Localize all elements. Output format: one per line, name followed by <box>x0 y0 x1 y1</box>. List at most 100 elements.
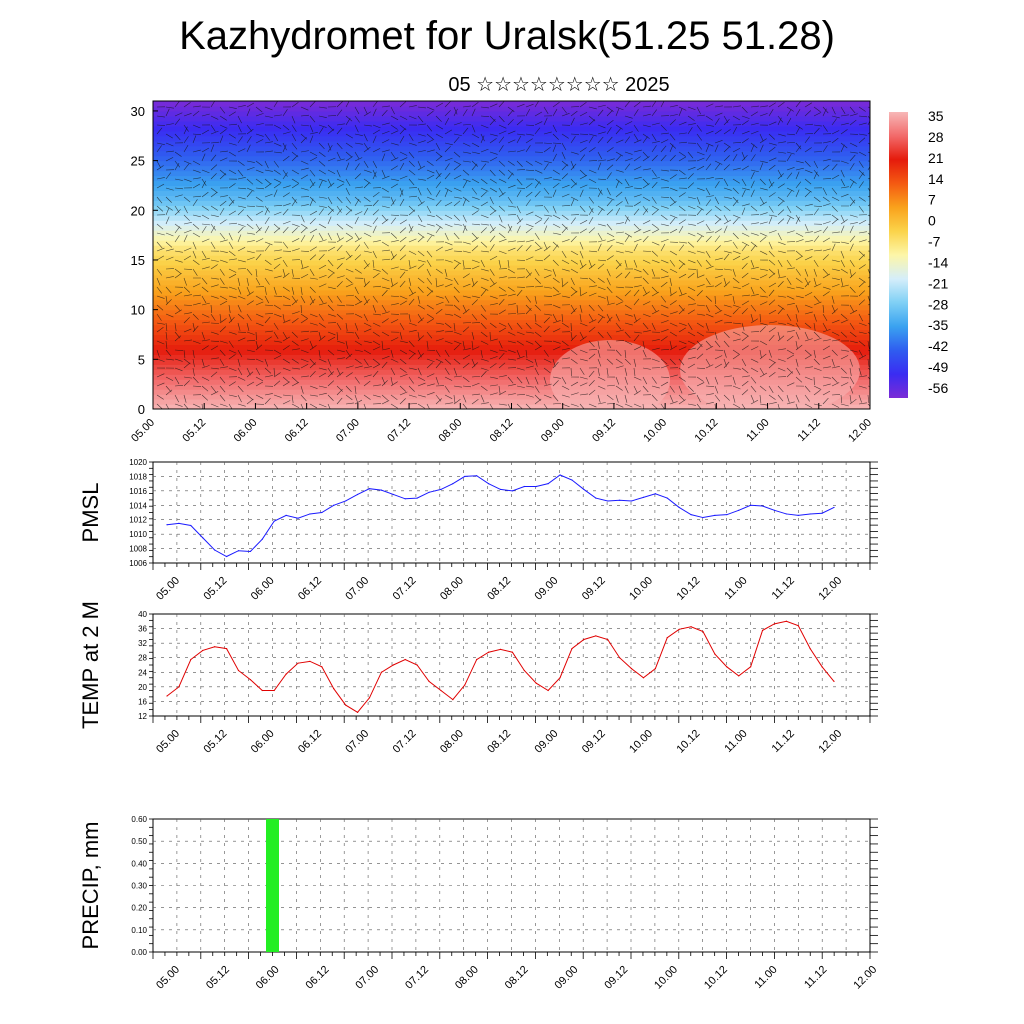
wind-vector <box>858 264 866 270</box>
wind-vector <box>462 160 471 163</box>
wind-vector <box>318 302 327 306</box>
wind-vector <box>372 199 379 207</box>
wind-vector <box>696 290 703 297</box>
wind-vector <box>318 205 327 208</box>
field-row <box>153 299 870 306</box>
y-tick-label: 16 <box>138 697 147 706</box>
wind-vector <box>354 106 360 115</box>
wind-vector <box>525 331 534 334</box>
wind-vector <box>705 402 714 405</box>
wind-vector <box>642 208 648 216</box>
wind-vector <box>273 151 282 154</box>
wind-vector <box>282 367 291 372</box>
wind-vector <box>525 358 534 363</box>
wind-vector <box>669 228 678 234</box>
wind-vector <box>687 106 696 111</box>
wind-vector <box>597 295 606 299</box>
wind-vector <box>417 106 426 109</box>
wind-vector <box>183 229 192 234</box>
wind-vector <box>471 362 479 369</box>
wind-vector <box>840 214 845 223</box>
wind-vector <box>309 218 316 225</box>
wind-vector <box>705 209 712 216</box>
field-row <box>153 250 870 256</box>
wind-vector <box>354 186 363 189</box>
wind-vector <box>696 208 703 216</box>
wind-vector <box>633 139 642 144</box>
wind-vector <box>579 259 584 268</box>
wind-vector <box>570 334 577 342</box>
wind-vector <box>795 124 803 130</box>
temp-point <box>416 664 418 666</box>
wind-vector <box>435 223 443 229</box>
temp-point <box>428 680 430 682</box>
wind-vector <box>219 150 228 153</box>
wind-vector <box>660 336 668 342</box>
field-row <box>153 210 870 216</box>
wind-vector <box>804 366 813 369</box>
wind-vector <box>813 268 817 277</box>
wind-vector <box>867 277 870 279</box>
wind-vector <box>705 154 711 162</box>
wind-vector <box>336 183 344 189</box>
pmsl-point <box>178 522 180 524</box>
wind-vector <box>291 299 299 306</box>
wind-vector <box>822 187 827 196</box>
wind-vector <box>327 232 332 241</box>
wind-vector <box>660 238 669 243</box>
wind-vector <box>300 358 309 363</box>
wind-vector <box>435 190 441 198</box>
wind-vector <box>183 358 191 365</box>
wind-vector <box>336 142 343 150</box>
wind-vector <box>588 326 596 333</box>
wind-vector <box>705 195 714 198</box>
wind-vector <box>840 367 847 374</box>
wind-vector <box>696 232 705 238</box>
wind-vector <box>624 358 631 365</box>
pmsl-point <box>321 511 323 514</box>
wind-vector <box>759 105 768 108</box>
wind-vector <box>435 308 443 315</box>
wind-vector <box>588 380 595 387</box>
wind-vector <box>336 151 341 160</box>
wind-vector <box>543 403 548 409</box>
wind-vector <box>273 304 281 310</box>
wind-vector <box>462 151 471 154</box>
wind-vector <box>408 291 417 297</box>
wind-vector <box>336 295 342 303</box>
wind-vector <box>471 187 478 195</box>
wind-vector <box>210 403 219 408</box>
wind-vector <box>156 373 165 378</box>
wind-vector <box>327 196 333 205</box>
wind-vector <box>273 205 282 207</box>
x-tick-label: 11.00 <box>744 417 771 444</box>
wind-vector <box>282 109 288 117</box>
wind-vector <box>444 402 453 405</box>
wind-vector <box>534 345 543 351</box>
wind-vector <box>822 304 825 313</box>
wind-vector <box>453 196 462 199</box>
wind-vector <box>246 398 254 405</box>
wind-vector <box>543 177 552 180</box>
y-tick-label: 0.30 <box>131 882 147 891</box>
wind-vector <box>813 127 820 135</box>
wind-vector <box>723 253 730 261</box>
wind-vector <box>156 115 165 118</box>
wind-vector <box>561 250 567 258</box>
wind-vector <box>390 254 397 261</box>
wind-vector <box>462 322 472 324</box>
wind-vector <box>408 238 417 243</box>
wind-vector <box>381 258 390 261</box>
wind-vector <box>750 266 759 270</box>
wind-vector <box>651 268 656 277</box>
wind-vector <box>660 358 668 365</box>
wind-vector <box>471 108 476 117</box>
y-tick-label: 0.00 <box>131 948 147 957</box>
wind-vector <box>849 331 857 338</box>
temp-point <box>785 620 787 622</box>
wind-vector <box>786 109 792 117</box>
wind-vector <box>813 403 822 407</box>
wind-vector <box>354 216 359 225</box>
wind-vector <box>201 113 210 117</box>
wind-vector <box>507 150 516 153</box>
